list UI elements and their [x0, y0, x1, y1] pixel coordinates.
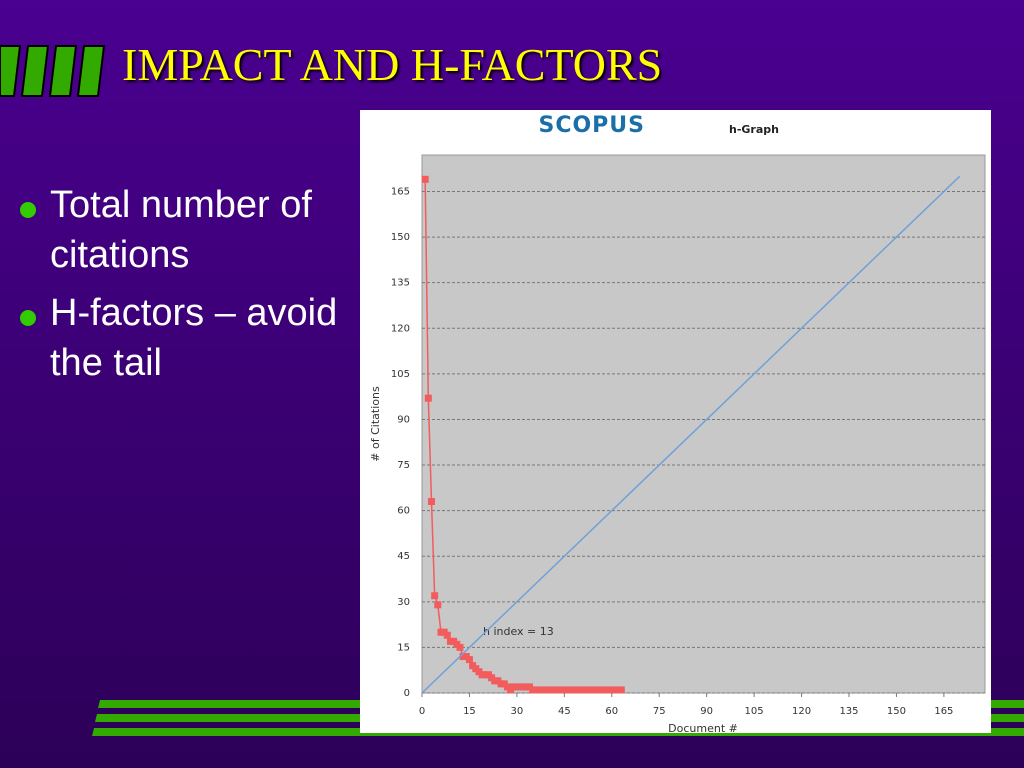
y-axis-label: # of Citations — [369, 386, 382, 462]
x-tick-label: 165 — [934, 706, 953, 717]
data-point — [431, 592, 439, 600]
x-tick-label: 15 — [463, 706, 476, 717]
x-tick-label: 105 — [745, 706, 764, 717]
data-point — [434, 601, 442, 609]
x-tick-label: 90 — [700, 706, 713, 717]
y-tick-label: 0 — [404, 688, 410, 699]
y-tick-label: 165 — [391, 186, 410, 197]
x-tick-label: 30 — [511, 706, 524, 717]
x-tick-label: 60 — [605, 706, 618, 717]
x-tick-label: 150 — [887, 706, 906, 717]
bullet-list: Total number of citations H-factors – av… — [20, 180, 340, 396]
y-tick-label: 75 — [397, 460, 410, 471]
x-tick-label: 0 — [419, 706, 425, 717]
x-tick-label: 45 — [558, 706, 571, 717]
y-tick-label: 30 — [397, 597, 410, 608]
data-point — [427, 498, 435, 506]
y-tick-label: 15 — [397, 642, 410, 653]
x-axis-label: Document # — [668, 722, 738, 733]
data-point — [456, 643, 464, 651]
y-tick-label: 60 — [397, 506, 410, 517]
data-point — [465, 656, 473, 664]
data-point — [617, 686, 625, 694]
bullet: Total number of citations — [20, 180, 340, 280]
chart-logo: SCOPUS — [538, 113, 645, 138]
data-point — [443, 631, 451, 639]
x-tick-label: 120 — [792, 706, 811, 717]
slide-title: IMPACT AND H-FACTORS — [122, 39, 663, 90]
chart-subtitle: h-Graph — [729, 123, 779, 136]
y-tick-label: 90 — [397, 414, 410, 425]
y-tick-label: 150 — [391, 232, 410, 243]
data-point — [424, 394, 432, 402]
annotation: h index = 13 — [483, 625, 554, 638]
x-tick-label: 135 — [839, 706, 858, 717]
y-tick-label: 135 — [391, 278, 410, 289]
y-tick-label: 105 — [391, 369, 410, 380]
x-tick-label: 75 — [653, 706, 666, 717]
y-tick-label: 120 — [391, 323, 410, 334]
series-line — [421, 175, 961, 694]
y-tick-label: 45 — [397, 551, 410, 562]
bullet: H-factors – avoid the tail — [20, 288, 340, 388]
data-point — [421, 175, 429, 183]
chart: SCOPUS h-Graph Document # # of Citations… — [360, 110, 991, 733]
